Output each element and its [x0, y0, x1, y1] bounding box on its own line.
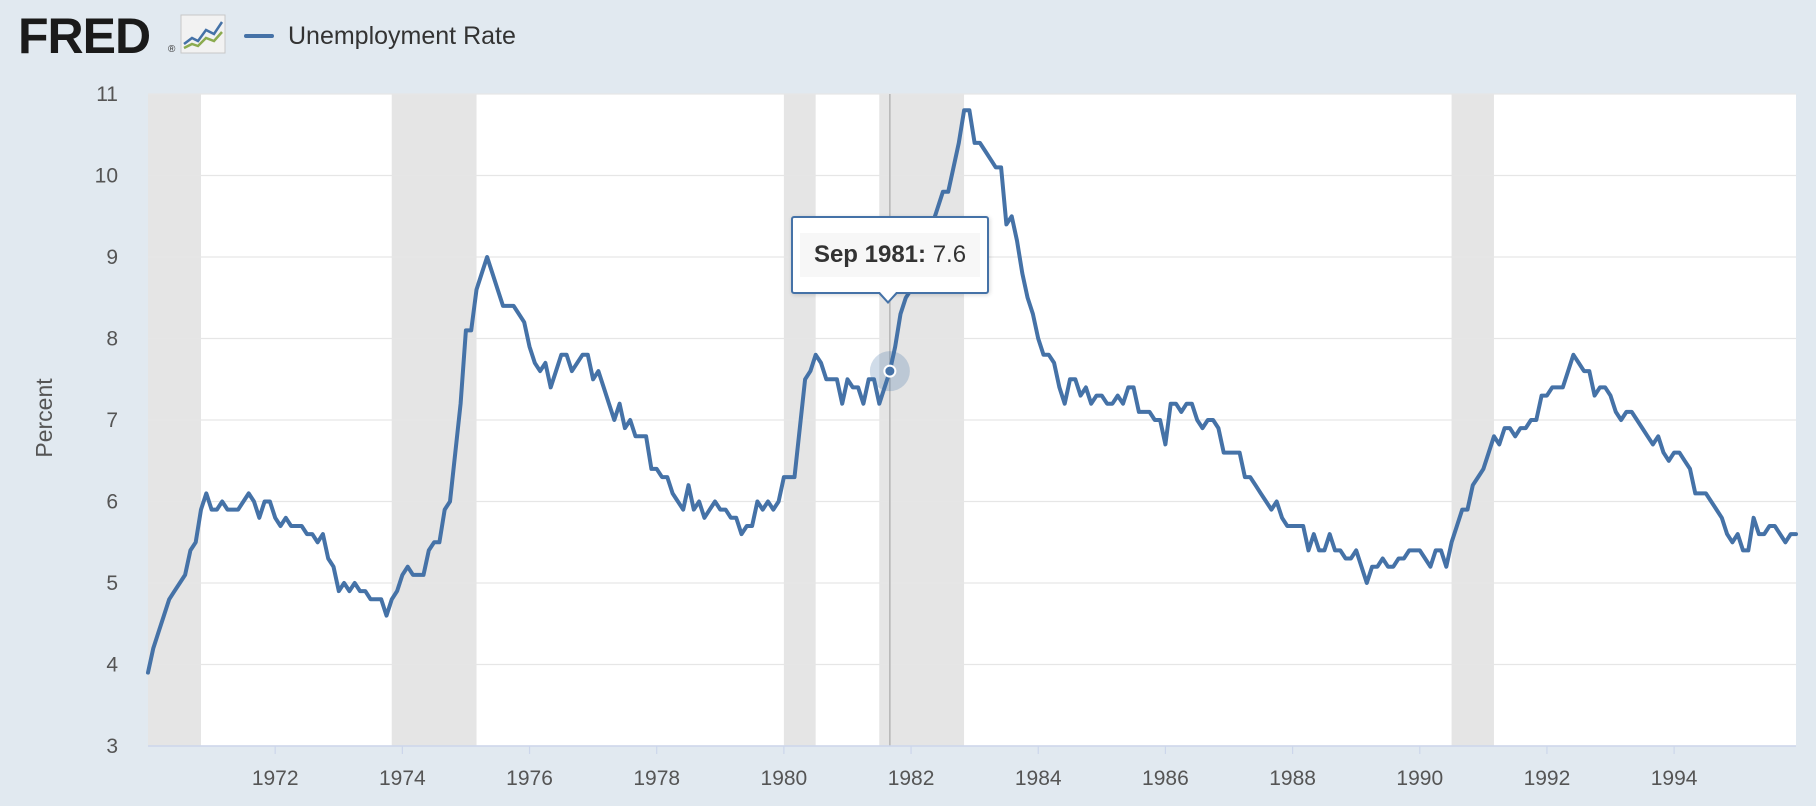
x-tick-label: 1978	[633, 767, 680, 790]
x-tick-label: 1972	[252, 767, 299, 790]
line-graph-icon	[180, 14, 226, 54]
x-tick-label: 1988	[1269, 767, 1316, 790]
y-tick-label: 5	[106, 572, 118, 595]
data-tooltip: Sep 1981: 7.6	[791, 216, 989, 294]
series-line-unemployment-rate	[146, 108, 1798, 675]
chart-header: FRED ® Unemployment Rate	[0, 0, 1816, 80]
y-axis-ticks: 3 4 5 6 7 8 9 10 11	[95, 83, 119, 758]
x-tick-label: 1982	[888, 767, 935, 790]
highlight-point	[883, 364, 897, 378]
tooltip-value: 7.6	[932, 241, 967, 268]
y-axis-title: Percent	[31, 378, 57, 458]
y-tick-label: 3	[106, 735, 118, 758]
x-tick-label: 1976	[506, 767, 553, 790]
series-layer	[146, 108, 1798, 675]
fred-logo[interactable]: FRED	[18, 8, 151, 64]
x-axis-ticks: 1972 1974 1976 1978 1980 1982 1984 1986 1988 1990…	[148, 745, 1796, 790]
x-tick-label: 1994	[1651, 767, 1698, 790]
x-tick-label: 1984	[1015, 767, 1062, 790]
x-tick-label: 1986	[1142, 767, 1189, 790]
y-tick-label: 8	[106, 328, 118, 351]
x-tick-label: 1980	[761, 767, 808, 790]
fred-registered-mark: ®	[168, 44, 176, 55]
tooltip-arrow-fill	[879, 291, 897, 301]
legend-swatch	[244, 34, 274, 38]
y-tick-label: 10	[95, 165, 118, 188]
highlight-marker-layer	[869, 351, 910, 392]
y-tick-label: 9	[106, 246, 118, 269]
x-tick-label: 1990	[1396, 767, 1443, 790]
x-tick-label: 1992	[1524, 767, 1571, 790]
grid-lines	[148, 93, 1796, 747]
tooltip-date: Sep 1981:	[813, 241, 927, 268]
chart-legend[interactable]: Unemployment Rate	[244, 18, 516, 54]
tooltip-content: Sep 1981: 7.6	[799, 233, 981, 277]
y-tick-label: 6	[106, 491, 118, 514]
y-tick-label: 11	[96, 83, 118, 106]
x-tick-label: 1974	[379, 767, 426, 790]
legend-label: Unemployment Rate	[288, 21, 516, 50]
y-tick-label: 4	[106, 654, 118, 677]
y-tick-label: 7	[106, 409, 118, 432]
